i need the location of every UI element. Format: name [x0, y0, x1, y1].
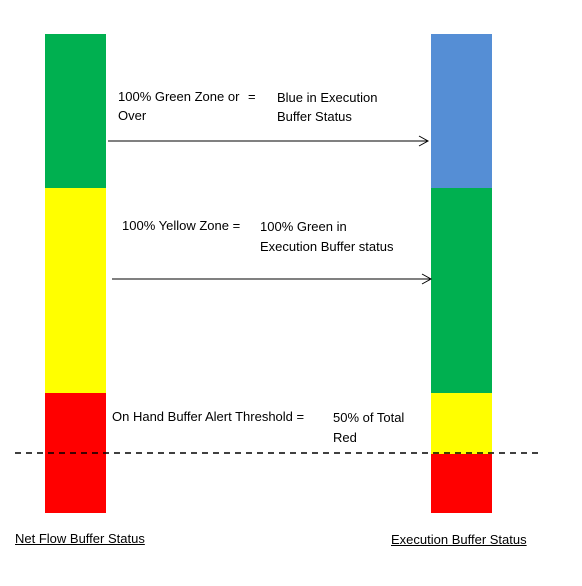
- green-zone-left-line2: Over: [118, 108, 147, 123]
- yellow-zone-right-line1: 100% Green in: [260, 219, 347, 234]
- net-flow-buffer-status-title: Net Flow Buffer Status: [15, 531, 145, 546]
- yellow-zone-arrow: [112, 273, 433, 285]
- green-zone-right-line1: Blue in Execution: [277, 90, 378, 105]
- yellow-zone-right-line2: Execution Buffer status: [260, 239, 394, 254]
- net-flow-yellow-zone: [45, 188, 106, 393]
- alert-threshold-left: On Hand Buffer Alert Threshold =: [112, 409, 305, 424]
- execution-red-zone: [431, 454, 492, 513]
- green-zone-arrow: [108, 135, 430, 147]
- yellow-zone-left: 100% Yellow Zone =: [122, 218, 241, 233]
- execution-buffer-status-title: Execution Buffer Status: [391, 532, 527, 547]
- execution-green-zone: [431, 188, 492, 393]
- green-zone-equals: =: [248, 89, 256, 104]
- execution-blue-zone: [431, 34, 492, 188]
- green-zone-right-line2: Buffer Status: [277, 109, 352, 124]
- execution-yellow-zone: [431, 393, 492, 454]
- alert-threshold-right-line1: 50% of Total: [333, 410, 405, 425]
- green-zone-left-line1: 100% Green Zone or: [118, 89, 240, 104]
- net-flow-green-zone: [45, 34, 106, 188]
- alert-threshold-right-line2: Red: [333, 430, 357, 445]
